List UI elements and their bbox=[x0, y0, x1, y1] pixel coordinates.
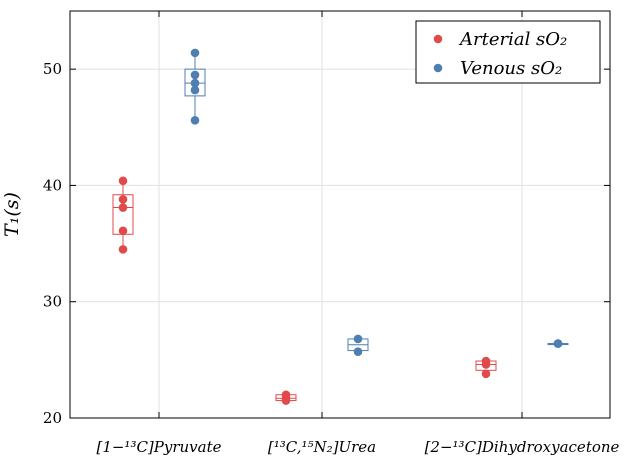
y-tick-label: 40 bbox=[43, 176, 62, 194]
data-point bbox=[190, 85, 200, 95]
x-tick-label: [¹³C,¹⁵N₂]Urea bbox=[268, 438, 376, 456]
data-point bbox=[118, 195, 128, 204]
data-point bbox=[190, 116, 200, 125]
data-point bbox=[281, 396, 291, 405]
legend-marker bbox=[433, 34, 443, 44]
data-point bbox=[190, 70, 200, 80]
data-points bbox=[118, 48, 563, 405]
data-point bbox=[190, 78, 200, 88]
data-point bbox=[118, 226, 128, 236]
legend-marker bbox=[433, 63, 443, 73]
x-axis-ticks: [1−¹³C]Pyruvate [¹³C,¹⁵N₂]Urea [2−¹³C]Dihy… bbox=[96, 11, 620, 456]
data-point bbox=[190, 48, 200, 58]
y-axis-ticks: 20 30 40 50 bbox=[43, 60, 610, 427]
data-point bbox=[118, 203, 128, 212]
data-point bbox=[353, 347, 363, 357]
legend-label: Arterial sO₂ bbox=[458, 29, 567, 50]
plot-frame bbox=[69, 10, 611, 419]
y-axis-label: T₁(s) bbox=[1, 192, 23, 237]
y-tick-label: 30 bbox=[43, 293, 62, 311]
data-point bbox=[353, 334, 363, 344]
box bbox=[184, 68, 206, 97]
y-tick-label: 20 bbox=[43, 409, 62, 427]
data-point bbox=[481, 369, 491, 379]
x-tick-label: [1−¹³C]Pyruvate bbox=[96, 438, 221, 456]
legend: Arterial sO₂ Venous sO₂ bbox=[415, 20, 601, 84]
data-point bbox=[118, 176, 128, 186]
y-tick-label: 50 bbox=[43, 60, 62, 78]
legend-box bbox=[415, 20, 601, 84]
data-point bbox=[118, 245, 128, 254]
x-tick-label: [2−¹³C]Dihydroxyacetone bbox=[425, 438, 620, 456]
data-point bbox=[481, 360, 491, 369]
box-plots bbox=[112, 52, 569, 402]
legend-label: Venous sO₂ bbox=[460, 58, 562, 79]
data-point bbox=[553, 339, 563, 348]
